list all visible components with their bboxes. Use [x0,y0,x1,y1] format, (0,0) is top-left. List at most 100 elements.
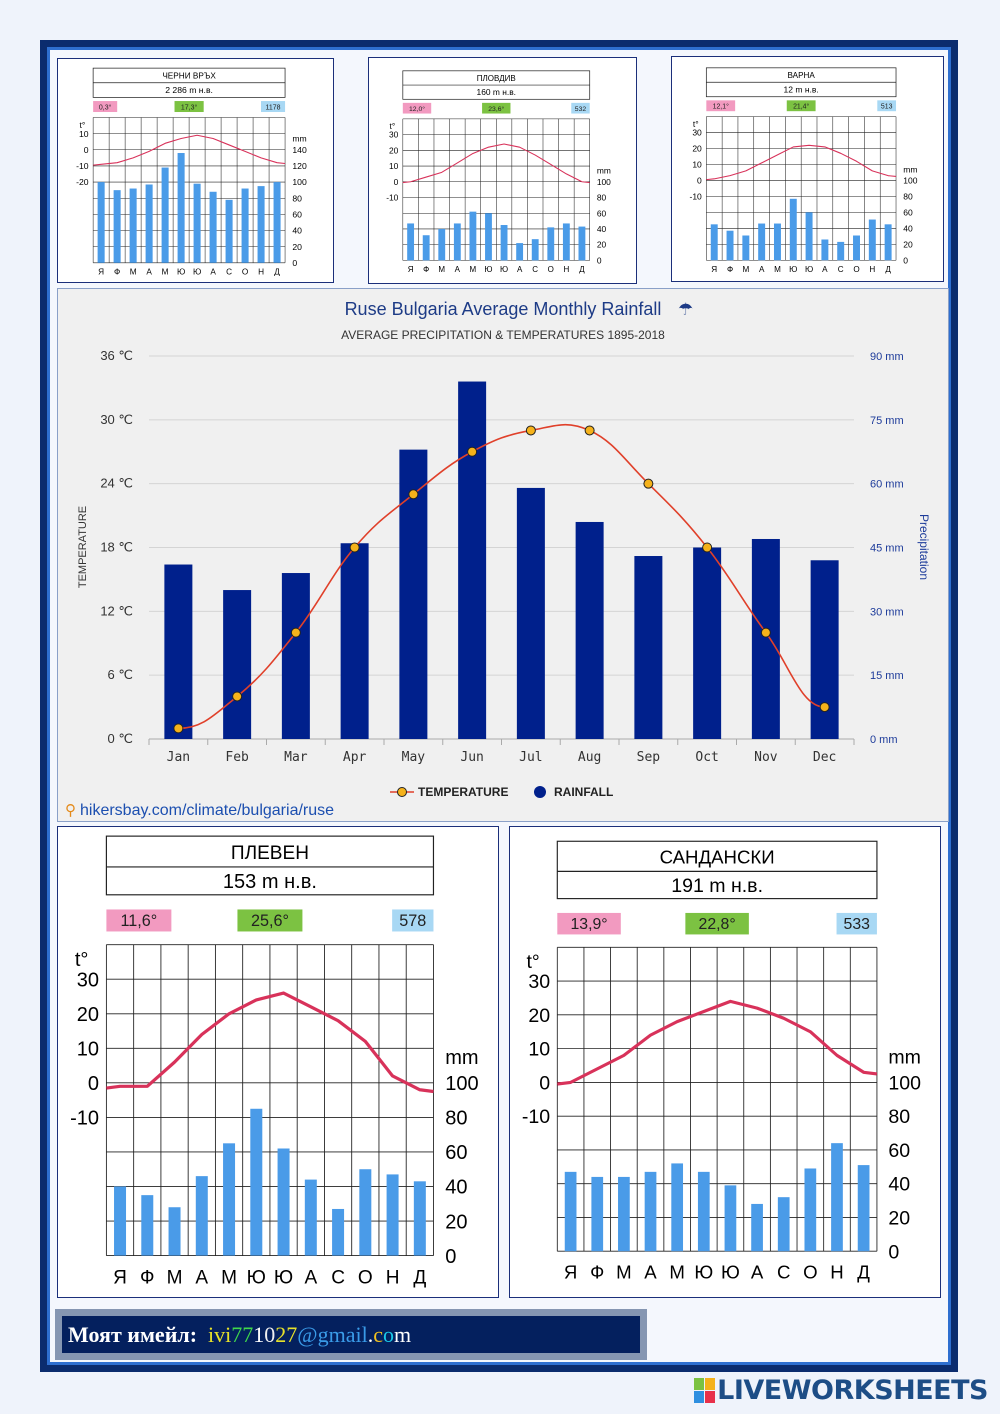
month-label: О [853,265,859,274]
email-char: . [367,1322,374,1347]
rain-bar-5 [161,167,169,263]
month-label: Д [857,1261,870,1282]
mm-axis-unit: mm [445,1047,478,1069]
month-label: М [616,1261,632,1282]
month-label: Ф [590,1261,604,1282]
month-label: М [742,265,749,274]
email-char: 7 [286,1322,298,1347]
month-label: Ф [140,1267,154,1288]
liveworksheets-logo: LIVEWORKSHEETS [694,1375,988,1406]
month-label: Н [830,1261,843,1282]
month-label: Я [564,1261,577,1282]
badge-max-temp [237,909,303,932]
rainfall-bar-dec [810,560,839,739]
temperature-point-feb [232,691,243,702]
rain-bar-12 [857,1165,870,1252]
email-banner: Моят имейл: ivi771027@gmail.com [55,1309,647,1360]
month-label: Ю [484,265,492,274]
temp-axis-unit: t° [75,949,89,971]
month-label: О [358,1267,373,1288]
rain-bar-6 [485,213,492,261]
mm-tick: 100 [292,177,307,187]
month-label: О [242,268,248,277]
rain-bar-4 [145,184,153,263]
month-label: Д [274,268,280,277]
temp-tick: 10 [528,1039,550,1061]
month-label: Ю [500,265,508,274]
temp-tick: 10 [389,161,399,171]
month-label: М [167,1267,183,1288]
email-char: i [355,1322,362,1347]
month-label: М [130,268,137,277]
badge-max-temp [786,100,816,112]
rain-bar-8 [516,243,524,261]
rain-bar-10 [547,227,555,261]
temperature-point-nov [760,627,771,638]
temp-tick: -20 [76,177,89,187]
climograph-varna: ВАРНА 12 m н.в. 12,1° 21,4° 513 30 20 10 0 -10 t° 0… [671,56,944,282]
station-altitude: 191 m н.в. [671,875,763,897]
rain-bar-8 [821,239,829,261]
title-box [105,835,435,896]
mm-tick: 100 [445,1073,478,1095]
mm-tick: 40 [597,224,607,234]
temp-tick: 20 [77,1004,99,1026]
y-tick-label: 18 ℃ [100,540,133,555]
rain-bar-2 [113,190,121,263]
month-label: Д [885,265,891,274]
logo-icon [694,1378,716,1403]
mm-axis-unit: mm [888,1047,921,1069]
station-name: САНДАНСКИ [660,846,775,867]
month-label: Ю [274,1267,293,1288]
climograph-pleven: ПЛЕВЕН 153 m н.в. 11,6° 25,6° 578 30 20 10 0 -10 t… [57,826,499,1298]
y2-tick-label: 15 mm [870,670,904,682]
month-label: Ф [727,265,733,274]
source-link[interactable]: hikersbay.com/climate/bulgaria/ruse [80,802,334,819]
temp-tick: -10 [386,193,398,203]
ruse-rainfall-chart: Ruse Bulgaria Average Monthly Rainfall ☂ A… [57,288,949,822]
temp-tick: 30 [528,971,550,993]
email-char: i [208,1322,215,1347]
x-tick-label: Sep [637,750,661,765]
rain-bar-11 [831,1143,843,1252]
rain-bar-4 [758,223,766,261]
temperature-point-jun [467,446,478,457]
temp-tick: 0 [697,176,702,186]
month-label: А [455,265,461,274]
rainfall-bar-sep [634,556,663,739]
rain-bar-10 [804,1168,817,1252]
rain-bar-7 [805,212,813,261]
month-label: Ю [193,268,201,277]
temp-tick: -10 [70,1108,99,1130]
rain-bar-1 [97,182,105,263]
temp-tick: 20 [692,144,702,154]
temp-tick: 0 [88,1073,99,1095]
rain-bar-9 [531,239,539,261]
y2-tick-label: 90 mm [870,351,904,363]
y-tick-label: 12 ℃ [100,603,133,618]
rain-bar-6 [789,198,797,261]
month-label: Ф [423,265,429,274]
temperature-point-aug [584,425,595,436]
temperature-line [178,423,825,730]
badge-min-temp [706,100,736,112]
temperature-line [557,999,878,1086]
rainfall-bar-apr [340,543,369,739]
month-label: А [644,1261,657,1282]
month-label: А [195,1267,208,1288]
email-char: m [393,1322,412,1347]
rain-bar-12 [273,182,281,263]
mm-tick: 20 [292,242,302,252]
rain-bar-3 [742,235,750,261]
badge-rainfall-value: 533 [844,916,871,933]
rainfall-bar-jun [458,381,487,739]
rain-bar-10 [853,235,860,261]
mm-tick: 80 [292,193,302,203]
email-address: ivi771027@gmail.com [208,1322,411,1347]
rain-bar-2 [141,1195,154,1256]
month-label: А [822,265,828,274]
mm-tick: 60 [903,207,913,217]
temperature-point-jul [525,425,536,436]
month-label: О [803,1261,818,1282]
temperature-line [93,134,286,166]
